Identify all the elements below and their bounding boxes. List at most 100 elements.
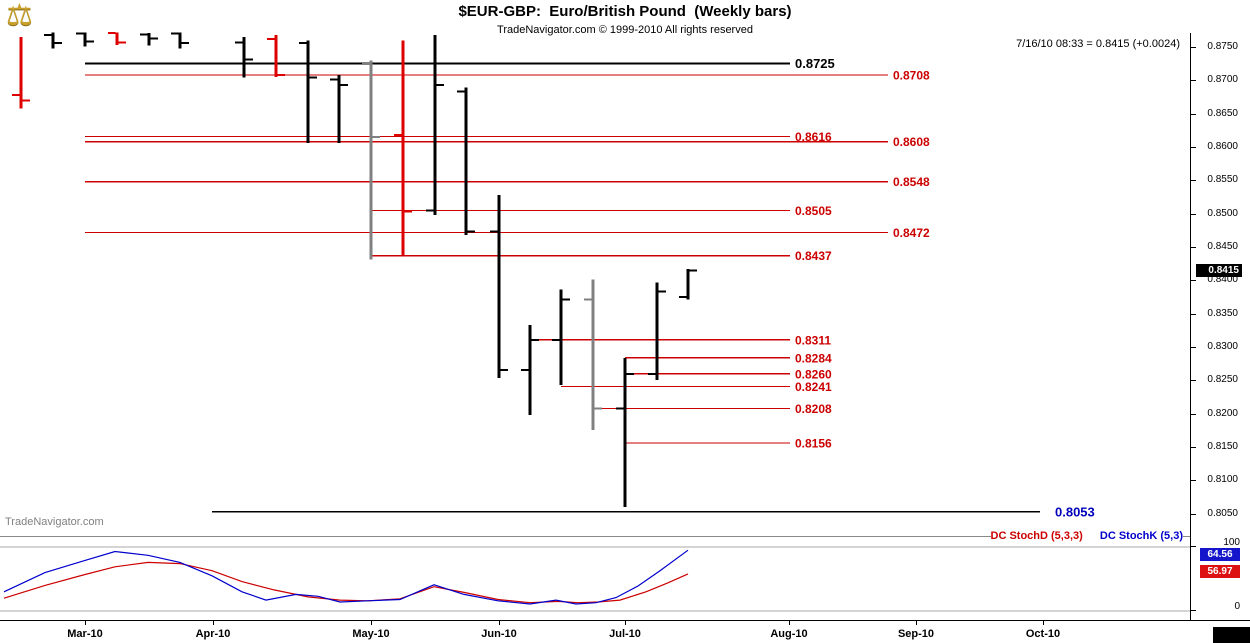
price-axis-label: 0.8750 bbox=[1207, 41, 1238, 52]
price-axis-tick bbox=[1190, 480, 1196, 482]
watermark: TradeNavigator.com bbox=[5, 516, 104, 528]
stoch-axis-100-label: 100 bbox=[1223, 537, 1240, 548]
level-label-0.8311: 0.8311 bbox=[795, 333, 831, 347]
price-axis-tick bbox=[1190, 213, 1196, 215]
price-axis-tick bbox=[1190, 447, 1196, 449]
stochd-line bbox=[3, 561, 689, 604]
month-tick bbox=[499, 621, 500, 625]
ohlc-bar bbox=[12, 36, 30, 109]
price-axis-tick bbox=[1190, 113, 1196, 115]
price-axis-label: 0.8500 bbox=[1207, 207, 1238, 219]
ohlc-bar bbox=[171, 32, 189, 49]
month-tick bbox=[1043, 621, 1044, 625]
ohlc-bar bbox=[362, 60, 380, 260]
level-label-0.8725: 0.8725 bbox=[795, 56, 835, 71]
stochd-legend-label[interactable]: DC StochD (5,3,3) bbox=[990, 530, 1083, 542]
price-axis-label: 0.8050 bbox=[1207, 507, 1238, 519]
month-label-May-10: May-10 bbox=[352, 628, 390, 640]
stochk-value-badge: 64.56 bbox=[1200, 548, 1240, 561]
level-label-0.8608: 0.8608 bbox=[893, 135, 930, 149]
panel-separator bbox=[0, 536, 1190, 537]
level-label-0.8260: 0.8260 bbox=[795, 367, 832, 381]
month-tick bbox=[213, 621, 214, 625]
scrollbar-thumb[interactable] bbox=[1213, 627, 1250, 643]
month-tick bbox=[916, 621, 917, 625]
ohlc-bar bbox=[648, 282, 666, 380]
stoch-axis-0-label: 0 bbox=[1234, 601, 1240, 612]
price-axis-label: 0.8550 bbox=[1207, 174, 1238, 186]
month-label-Oct-10: Oct-10 bbox=[1025, 628, 1061, 640]
stochk-legend-label[interactable]: DC StochK (5,3) bbox=[1099, 530, 1183, 542]
price-axis-tick bbox=[1190, 380, 1196, 382]
level-label-0.8708: 0.8708 bbox=[893, 69, 930, 83]
ohlc-bar bbox=[267, 34, 285, 78]
price-chart-area[interactable]: 0.8725 0.8708 0.8616 0.8608 0.8548 0.8505 0.84… bbox=[0, 0, 1190, 536]
ohlc-bar bbox=[584, 279, 602, 430]
month-label-Jul-10: Jul-10 bbox=[609, 628, 641, 640]
price-axis-tick bbox=[1190, 47, 1196, 48]
stochk-line bbox=[3, 549, 689, 605]
month-tick bbox=[85, 621, 86, 625]
price-axis-label: 0.8250 bbox=[1207, 374, 1238, 386]
price-chart-svg: 0.8725 0.8708 0.8616 0.8608 0.8548 0.8505 0.84… bbox=[12, 31, 1095, 519]
price-axis-label: 0.8700 bbox=[1207, 74, 1238, 86]
ohlc-bar bbox=[108, 31, 126, 45]
level-label-0.8437: 0.8437 bbox=[795, 249, 832, 263]
month-tick bbox=[371, 621, 372, 625]
month-label-Mar-10: Mar-10 bbox=[67, 628, 103, 640]
price-axis-label: 0.8100 bbox=[1207, 474, 1238, 486]
ohlc-bar bbox=[330, 75, 348, 144]
level-label-0.8156: 0.8156 bbox=[795, 437, 832, 451]
month-tick bbox=[789, 621, 790, 625]
ohlc-bar bbox=[616, 357, 634, 508]
ohlc-bar bbox=[679, 269, 697, 300]
ohlc-bar bbox=[235, 36, 253, 78]
level-label-0.8548: 0.8548 bbox=[893, 175, 930, 189]
ohlc-bar bbox=[457, 87, 475, 236]
last-price-badge: 0.8415 bbox=[1196, 263, 1242, 277]
ohlc-bar bbox=[140, 32, 158, 46]
price-axis-label: 0.8150 bbox=[1207, 441, 1238, 453]
price-axis-tick bbox=[1190, 247, 1196, 249]
level-label-0.8616: 0.8616 bbox=[795, 130, 832, 144]
chart-title: $EUR-GBP: Euro/British Pound (Weekly bar… bbox=[458, 3, 792, 20]
price-axis-tick bbox=[1190, 347, 1196, 349]
level-label-0.8505: 0.8505 bbox=[795, 204, 832, 218]
price-axis-tick bbox=[1190, 513, 1196, 515]
month-tick bbox=[625, 621, 626, 625]
month-label-Apr-10: Apr-10 bbox=[195, 628, 231, 640]
stochastic-svg bbox=[0, 546, 1190, 612]
price-axis-label: 0.8650 bbox=[1207, 107, 1238, 119]
price-axis-line bbox=[1190, 33, 1191, 620]
ohlc-bar bbox=[44, 32, 62, 49]
ohlc-bar bbox=[299, 40, 317, 144]
month-label-Sep-10: Sep-10 bbox=[897, 628, 935, 640]
month-label-Aug-10: Aug-10 bbox=[770, 628, 808, 640]
ohlc-bar bbox=[426, 34, 444, 216]
stochastic-panel[interactable] bbox=[0, 537, 1190, 620]
level-label-0.8241: 0.8241 bbox=[795, 380, 832, 394]
stochd-value-badge: 56.97 bbox=[1200, 565, 1240, 578]
ohlc-bar bbox=[76, 32, 94, 47]
price-axis-label: 0.8600 bbox=[1207, 141, 1238, 153]
price-axis-tick bbox=[1190, 80, 1196, 82]
price-axis-tick bbox=[1190, 313, 1196, 315]
price-axis-label: 0.8200 bbox=[1207, 407, 1238, 419]
ohlc-bar bbox=[521, 325, 539, 416]
stoch-axis-100-tick bbox=[1190, 546, 1196, 547]
price-axis-tick bbox=[1190, 180, 1196, 182]
price-axis-label: 0.8300 bbox=[1207, 341, 1238, 353]
time-axis: Mar-10 Apr-10 May-10 Jun-10 Jul-10 Aug-10 Sep-… bbox=[0, 620, 1250, 643]
last-quote-line: 7/16/10 08:33 = 0.8415 (+0.0024) bbox=[1016, 38, 1180, 50]
tradenavigator-logo-icon: ⚖ bbox=[6, 0, 33, 32]
level-label-0.8053: 0.8053 bbox=[1055, 504, 1095, 519]
ohlc-bar bbox=[394, 40, 412, 256]
ohlc-bar bbox=[552, 289, 570, 386]
price-axis-tick bbox=[1190, 413, 1196, 415]
copyright-line: TradeNavigator.com © 1999-2010 All right… bbox=[497, 24, 753, 36]
level-label-0.8284: 0.8284 bbox=[795, 351, 832, 365]
price-axis-label: 0.8450 bbox=[1207, 241, 1238, 253]
price-axis-tick bbox=[1190, 280, 1196, 282]
indicator-legend: DC StochD (5,3,3) DC StochK (5,3) bbox=[990, 530, 1183, 542]
